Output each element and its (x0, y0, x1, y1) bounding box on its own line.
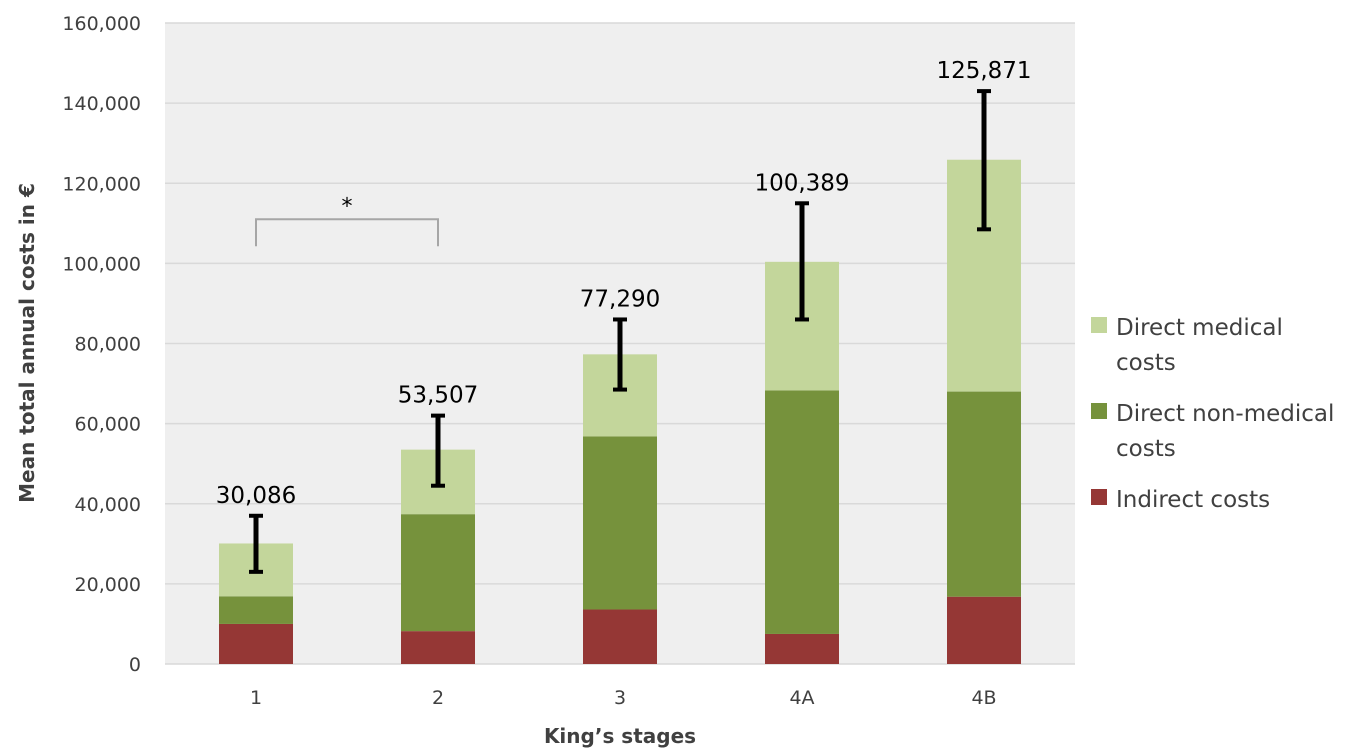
total-value-label: 77,290 (580, 286, 660, 312)
x-tick-label: 4B (971, 687, 996, 709)
legend-label: costs (1116, 350, 1176, 376)
total-value-label: 53,507 (398, 383, 478, 409)
bar-segment-indirect-costs (765, 633, 839, 664)
bar-segment-direct-non-medical-costs (947, 391, 1021, 597)
bar-segment-direct-non-medical-costs (219, 596, 293, 624)
bar-segment-indirect-costs (947, 596, 1021, 664)
legend-swatch (1091, 403, 1107, 419)
y-tick-label: 140,000 (62, 93, 141, 115)
y-tick-label: 60,000 (75, 414, 141, 436)
legend-label: Direct non-medical (1116, 401, 1334, 427)
legend-label: Indirect costs (1116, 487, 1270, 513)
total-value-label: 100,389 (754, 170, 849, 196)
x-axis-title: King’s stages (544, 724, 696, 748)
y-tick-label: 160,000 (62, 13, 141, 35)
y-axis-title: Mean total annual costs in € (15, 183, 39, 503)
x-tick-label: 4A (789, 687, 814, 709)
significance-bracket (255, 218, 439, 247)
total-value-label: 30,086 (216, 483, 296, 509)
y-tick-label: 100,000 (62, 253, 141, 275)
error-bars (249, 89, 991, 574)
bar-segment-direct-non-medical-costs (583, 436, 657, 610)
legend-swatch (1091, 489, 1107, 505)
y-tick-label: 20,000 (75, 574, 141, 596)
y-tick-label: 0 (129, 654, 141, 676)
bar-segment-direct-non-medical-costs (401, 514, 475, 632)
y-tick-label: 80,000 (75, 334, 141, 356)
legend: Direct medical costs Direct non-medical cos… (1091, 315, 1334, 513)
x-tick-label: 2 (432, 687, 444, 709)
legend-swatch (1091, 317, 1107, 333)
x-tick-label: 1 (250, 687, 262, 709)
bar-segment-direct-non-medical-costs (765, 390, 839, 634)
x-tick-label: 3 (614, 687, 626, 709)
legend-label: Direct medical (1116, 315, 1283, 341)
significance-annotation: * (255, 194, 439, 247)
y-tick-label: 120,000 (62, 173, 141, 195)
significance-star: * (342, 194, 353, 219)
data-labels: 30,086 53,507 77,290 100,389 125,871 (216, 58, 1032, 509)
bar-segment-indirect-costs (583, 609, 657, 664)
legend-label: costs (1116, 436, 1176, 462)
total-value-label: 125,871 (936, 58, 1031, 84)
bars (219, 159, 1021, 664)
bar-segment-indirect-costs (401, 631, 475, 664)
y-axis-ticks: 0 20,000 40,000 60,000 80,000 100,000 120,000 1… (62, 13, 141, 676)
x-axis-ticks: 1 2 3 4A 4B (250, 687, 997, 709)
y-tick-label: 40,000 (75, 494, 141, 516)
bar-segment-indirect-costs (219, 623, 293, 664)
